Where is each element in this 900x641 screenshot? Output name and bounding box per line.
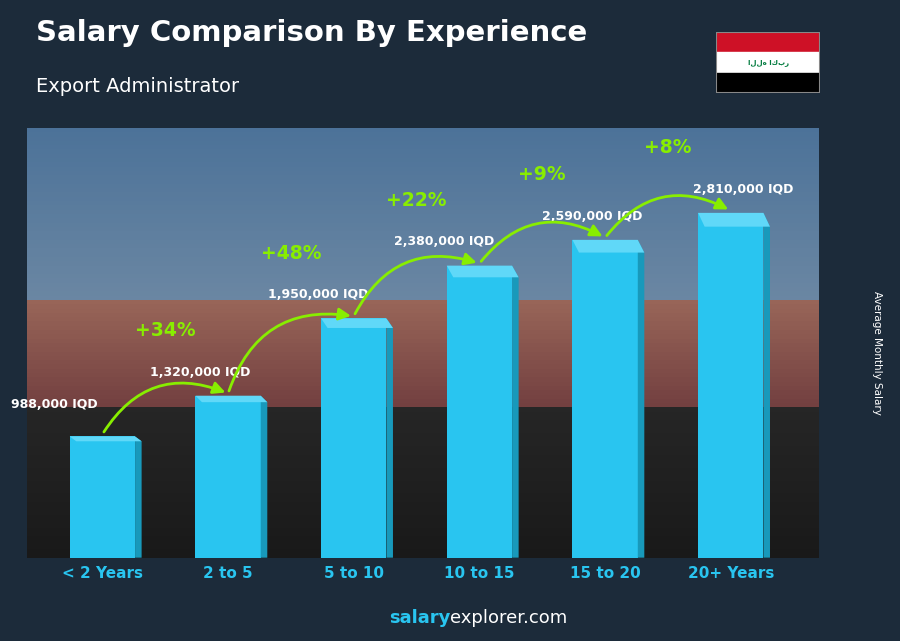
Polygon shape [512,265,518,558]
Text: Salary Comparison By Experience: Salary Comparison By Experience [36,19,587,47]
Text: 2,380,000 IQD: 2,380,000 IQD [394,235,494,249]
Text: +9%: +9% [518,165,566,184]
Bar [572,240,638,558]
Polygon shape [135,437,141,558]
Polygon shape [195,395,267,402]
Bar [69,437,135,558]
Polygon shape [698,213,770,227]
Polygon shape [69,437,141,441]
Text: salary: salary [389,609,450,627]
Polygon shape [386,319,393,558]
Text: +22%: +22% [386,191,446,210]
Polygon shape [321,319,393,328]
Text: 1,950,000 IQD: 1,950,000 IQD [268,288,369,301]
Text: 1,320,000 IQD: 1,320,000 IQD [150,365,250,379]
Text: Average Monthly Salary: Average Monthly Salary [872,290,883,415]
Bar [698,213,763,558]
Bar [446,265,512,558]
Text: +48%: +48% [261,244,321,263]
Text: Export Administrator: Export Administrator [36,77,239,96]
Bar [716,53,820,72]
Text: 2,810,000 IQD: 2,810,000 IQD [693,183,794,196]
Bar [716,32,820,53]
Bar [195,395,261,558]
Text: +8%: +8% [644,138,692,157]
Polygon shape [763,213,770,558]
Text: +34%: +34% [135,321,195,340]
Text: 2,590,000 IQD: 2,590,000 IQD [543,210,643,222]
Bar [716,72,820,93]
Polygon shape [261,395,267,558]
Text: 988,000 IQD: 988,000 IQD [12,397,98,411]
Polygon shape [572,240,644,253]
Text: الله اكبر: الله اكبر [748,59,788,66]
Polygon shape [446,265,518,278]
Bar [321,319,386,558]
Text: explorer.com: explorer.com [450,609,567,627]
Polygon shape [638,240,644,558]
